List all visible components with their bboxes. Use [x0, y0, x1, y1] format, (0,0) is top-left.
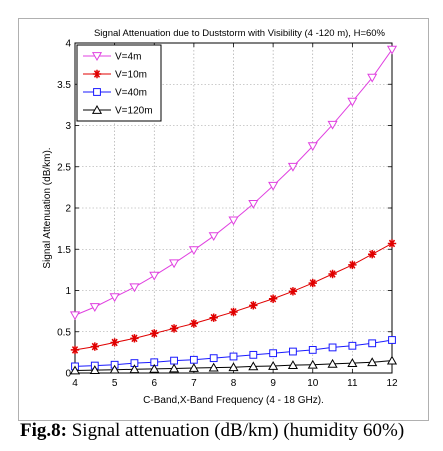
- data-point: [289, 347, 297, 356]
- data-point: [188, 363, 199, 372]
- y-tick-label: 1.5: [57, 245, 71, 256]
- legend-label: V=120m: [115, 106, 153, 117]
- legend-label: V=4m: [115, 52, 141, 63]
- data-point: [288, 287, 298, 296]
- data-point: [208, 362, 219, 372]
- data-point: [367, 250, 377, 259]
- data-point: [188, 246, 199, 256]
- y-tick-label: 2.5: [57, 162, 71, 173]
- data-point: [268, 181, 279, 191]
- data-point: [249, 301, 258, 310]
- data-point: [308, 278, 317, 288]
- data-point: [228, 362, 239, 372]
- data-point: [308, 346, 317, 354]
- legend-label: V=40m: [115, 88, 147, 99]
- data-point: [109, 293, 120, 303]
- data-point: [347, 97, 358, 107]
- data-point: [249, 350, 258, 359]
- data-point: [386, 355, 398, 365]
- data-point: [69, 311, 81, 321]
- figure-frame: [18, 18, 429, 421]
- data-point: [269, 349, 278, 358]
- y-tick-label: 0: [65, 369, 71, 380]
- data-point: [268, 294, 278, 303]
- data-point: [287, 360, 298, 370]
- data-point: [209, 354, 218, 363]
- data-point: [149, 363, 160, 373]
- y-tick-label: 3.5: [57, 80, 71, 91]
- data-point: [89, 365, 100, 374]
- data-point: [348, 341, 357, 350]
- data-point: [169, 259, 180, 269]
- x-tick-label: 5: [112, 378, 118, 389]
- chart-title: Signal Attenuation due to Duststorm with…: [94, 28, 386, 39]
- y-axis-label: Signal Attenuation (dB/km).: [42, 147, 53, 268]
- data-point: [388, 336, 396, 344]
- data-point: [208, 232, 219, 242]
- data-point: [287, 162, 298, 172]
- x-tick-label: 12: [386, 378, 398, 389]
- legend-marker: [93, 88, 101, 96]
- data-point: [328, 343, 337, 352]
- legend-marker: [91, 52, 103, 61]
- data-point: [129, 283, 140, 293]
- data-point: [367, 73, 378, 83]
- data-point: [228, 216, 239, 226]
- data-point: [229, 352, 238, 361]
- x-tick-label: 9: [270, 378, 276, 389]
- data-point: [110, 338, 119, 347]
- data-point: [169, 324, 179, 333]
- data-point: [149, 271, 160, 281]
- data-point: [189, 355, 198, 364]
- data-point: [70, 345, 80, 355]
- data-point: [327, 358, 338, 368]
- y-tick-label: 2: [65, 204, 71, 215]
- legend-box: [76, 44, 162, 122]
- data-point: [347, 358, 358, 367]
- data-point: [209, 313, 218, 322]
- x-tick-label: 10: [307, 378, 319, 389]
- data-point: [327, 120, 338, 130]
- data-point: [268, 360, 279, 370]
- data-point: [130, 334, 139, 343]
- x-tick-label: 6: [151, 378, 157, 389]
- data-point: [90, 342, 100, 351]
- data-point: [229, 307, 238, 317]
- data-point: [307, 359, 318, 369]
- data-point: [328, 269, 337, 279]
- x-tick-label: 7: [191, 378, 197, 389]
- data-point: [129, 364, 140, 374]
- data-point: [387, 239, 397, 248]
- data-point: [248, 361, 259, 371]
- data-point: [307, 142, 318, 152]
- caption-text: Signal attenuation (dB/km) (humidity 60%…: [66, 420, 405, 441]
- data-point: [368, 339, 377, 348]
- legend-marker: [92, 69, 102, 79]
- x-tick-label: 8: [231, 378, 237, 389]
- x-tick-label: 11: [347, 378, 358, 389]
- attenuation-chart: 4 5 6 7 8 9 10 11 12 0 0.5 1 1.5 2 2.5 3 3.5 4 Signal Atte…: [42, 28, 398, 406]
- data-point: [169, 363, 180, 373]
- x-tick-label: 4: [72, 378, 78, 389]
- data-point: [69, 365, 81, 375]
- legend-marker: [91, 105, 103, 114]
- y-tick-label: 1: [65, 286, 71, 297]
- data-point: [348, 260, 357, 270]
- data-point: [386, 45, 398, 55]
- caption-label: Fig.8:: [20, 420, 67, 441]
- data-point: [170, 356, 178, 365]
- data-point: [89, 303, 100, 312]
- legend-label: V=10m: [115, 70, 147, 81]
- x-axis-label: C-Band,X-Band Frequency (4 - 18 GHz).: [143, 395, 324, 406]
- data-point: [109, 364, 120, 374]
- data-point: [150, 329, 159, 338]
- y-tick-label: 4: [65, 39, 71, 50]
- y-tick-label: 0.5: [57, 327, 71, 338]
- y-tick-label: 3: [65, 121, 71, 132]
- data-point: [248, 200, 259, 209]
- data-point: [367, 357, 378, 367]
- figure-caption: Fig.8: Signal attenuation (dB/km) (humid…: [20, 420, 440, 442]
- data-point: [189, 319, 199, 328]
